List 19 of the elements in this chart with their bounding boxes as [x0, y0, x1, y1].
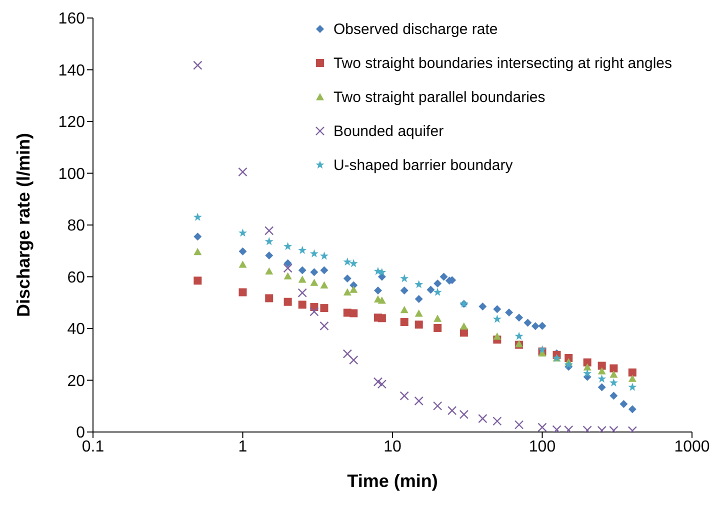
y-tick-label: 160: [58, 10, 86, 28]
legend-label: Two straight boundaries intersecting at right angles: [333, 54, 672, 72]
y-axis-title: Discharge rate (l/min): [13, 132, 34, 318]
y-tick-label: 20: [67, 372, 86, 390]
x-tick-label: 1: [238, 438, 248, 456]
x-tick-label: 100: [528, 438, 556, 456]
y-tick-label: 140: [58, 62, 86, 80]
x-tick-label: 10: [384, 438, 402, 456]
legend-label: Bounded aquifer: [333, 122, 444, 140]
y-tick-label: 60: [67, 269, 86, 286]
y-tick-label: 100: [58, 166, 86, 183]
y-tick-label: 120: [58, 114, 86, 132]
y-tick-label: 40: [67, 321, 86, 338]
y-tick-label: 80: [67, 218, 86, 235]
x-tick-label: 1000: [674, 438, 710, 456]
legend-label: Two straight parallel boundaries: [333, 88, 546, 106]
x-axis-title: Time (min): [347, 471, 438, 491]
legend-label: Observed discharge rate: [333, 20, 498, 38]
legend-label: U-shaped barrier boundary: [333, 156, 513, 174]
